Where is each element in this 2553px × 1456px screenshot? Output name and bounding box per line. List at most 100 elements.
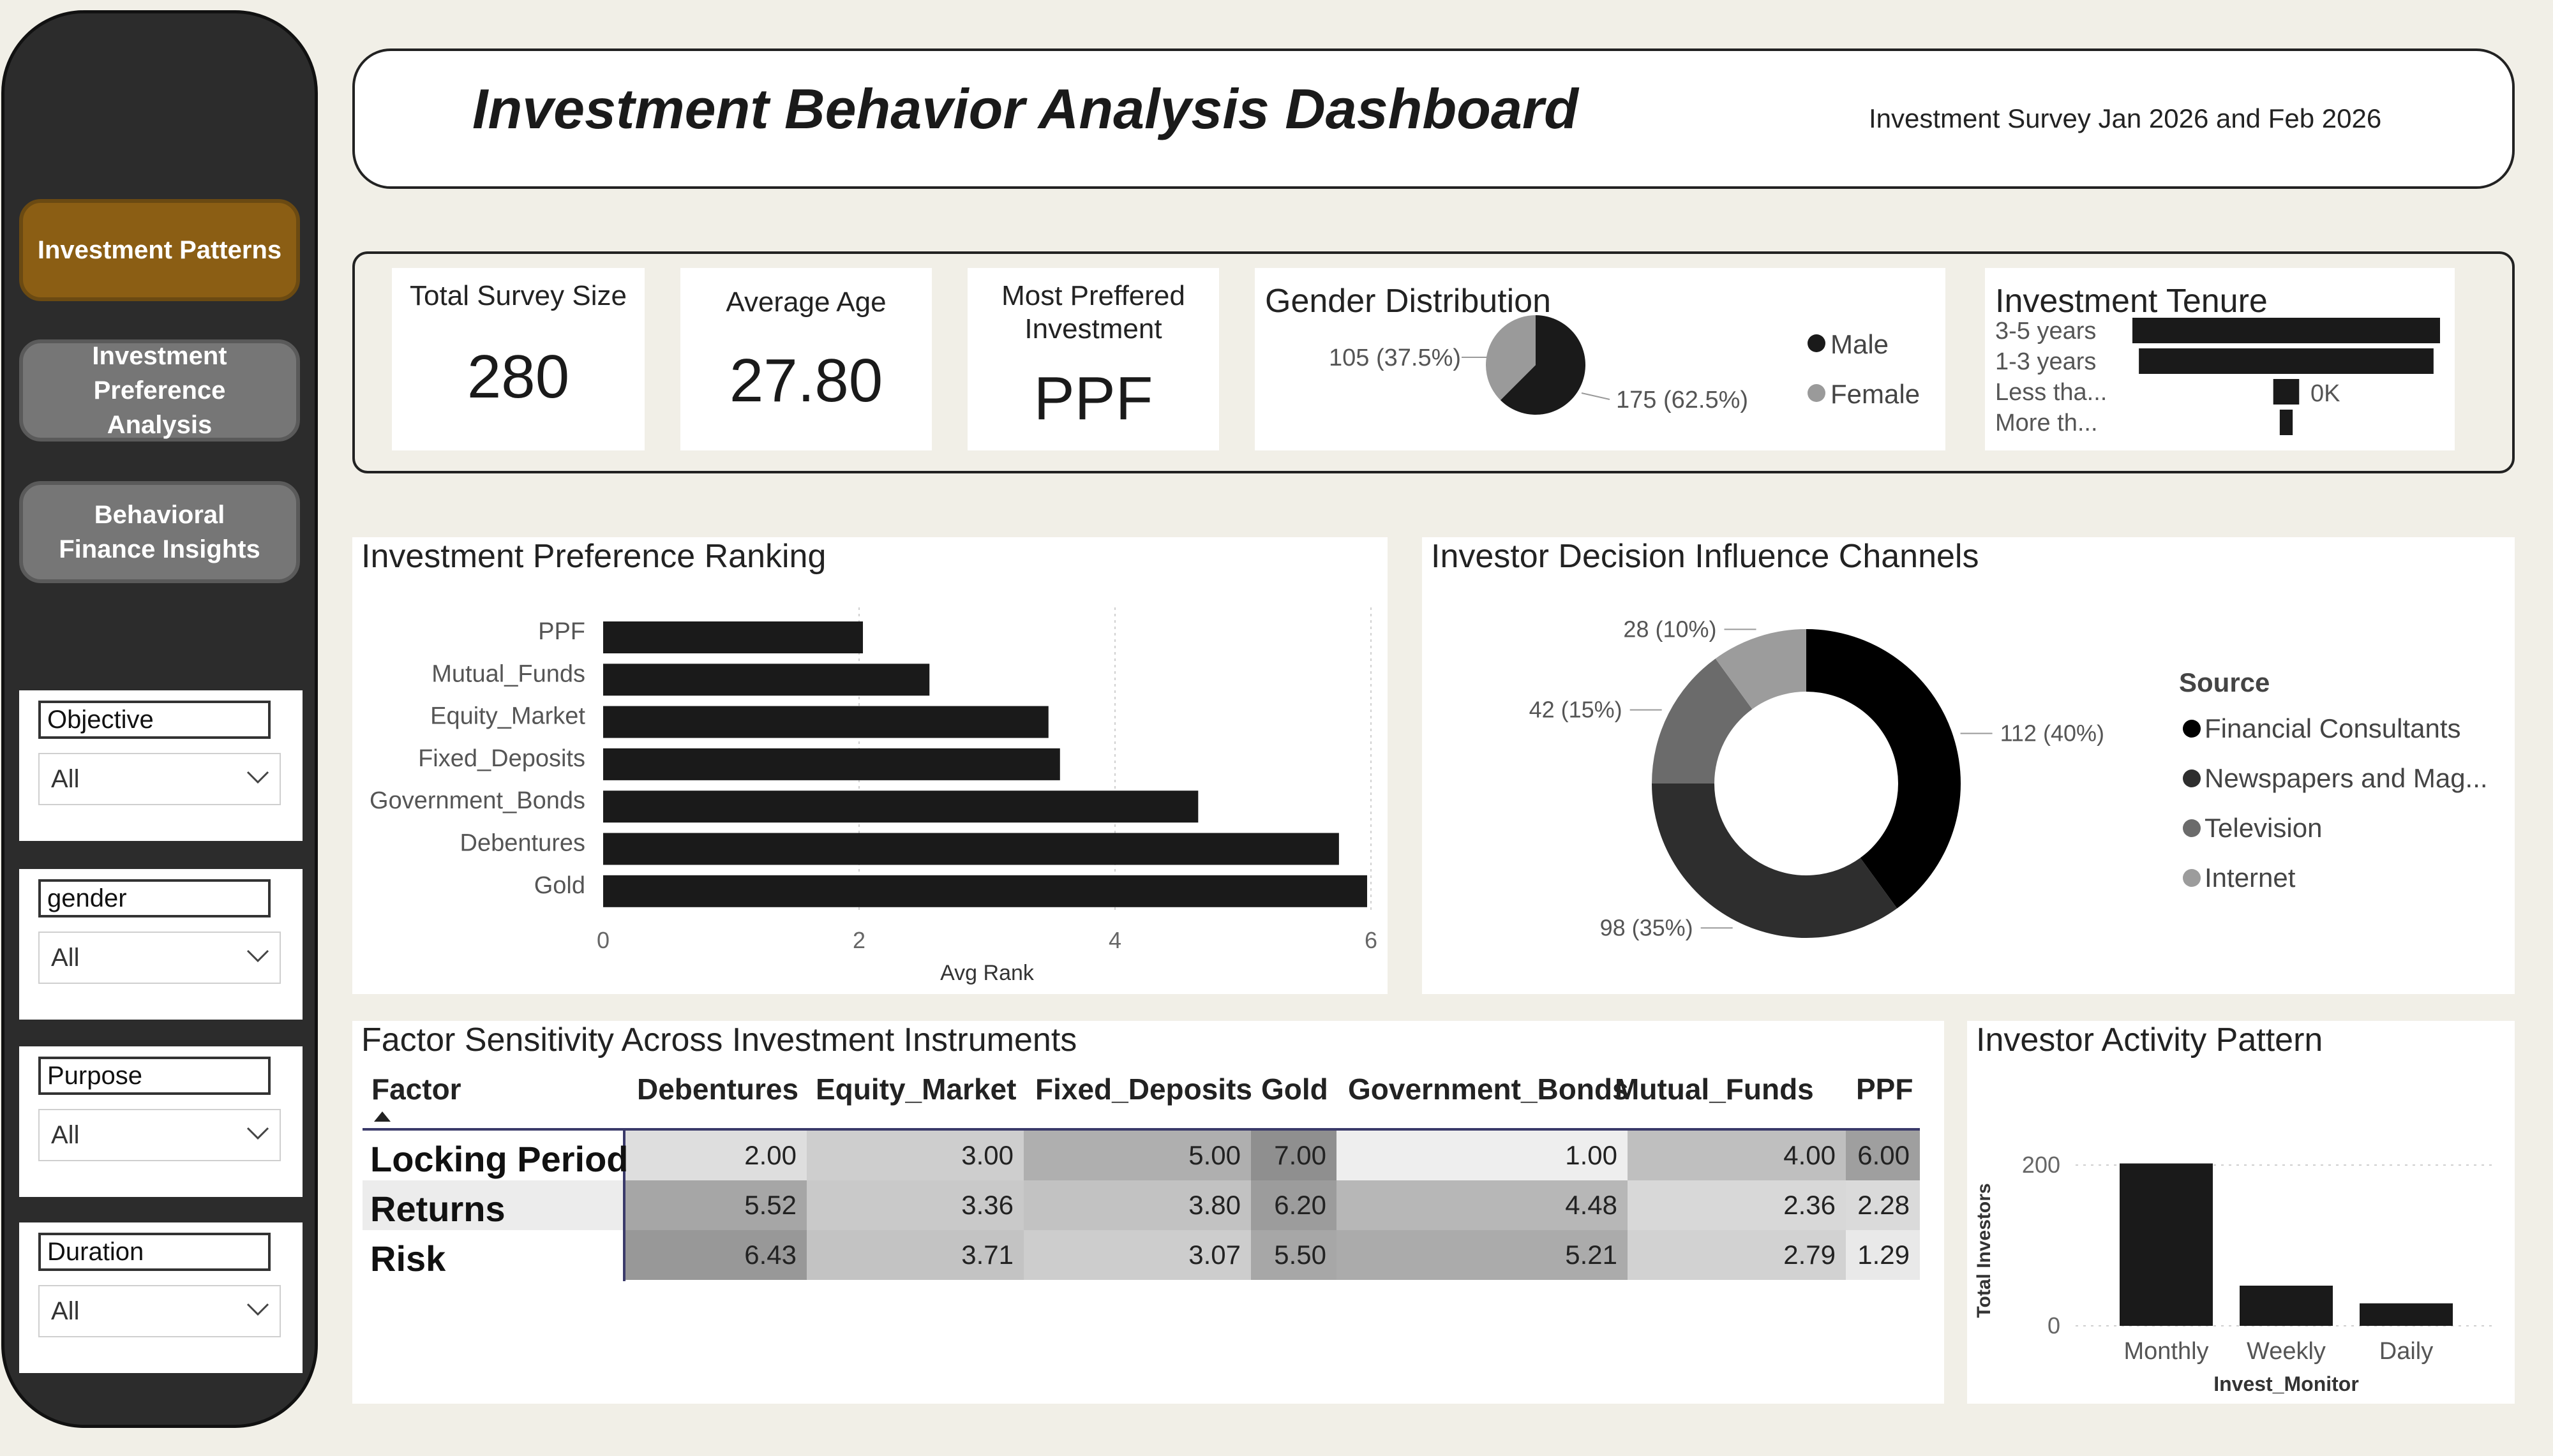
- tenure-bar: [2273, 379, 2300, 405]
- table-cell: 7.00: [1251, 1131, 1336, 1180]
- kpi-card-preferred-investment: Most Preffered Investment PPF: [968, 268, 1219, 450]
- legend-label: Newspapers and Mag...: [2205, 763, 2488, 793]
- objective-dropdown[interactable]: All: [38, 753, 281, 805]
- column-header-factor[interactable]: Factor: [371, 1073, 461, 1106]
- dropdown-value: All: [51, 1297, 80, 1325]
- purpose-dropdown[interactable]: All: [38, 1109, 281, 1161]
- column-header[interactable]: Mutual_Funds: [1615, 1073, 1814, 1106]
- category-label: Gold: [534, 872, 585, 899]
- data-label: 112 (40%): [2000, 720, 2104, 747]
- legend-marker: [2183, 869, 2201, 887]
- column-header[interactable]: Equity_Market: [816, 1073, 1017, 1106]
- bar-weekly: [2240, 1286, 2333, 1326]
- gender-dropdown[interactable]: All: [38, 932, 281, 984]
- visual-title: Investor Decision Influence Channels: [1431, 538, 1979, 575]
- table-cell: 2.79: [1628, 1230, 1846, 1280]
- table-cell: 2.28: [1846, 1180, 1920, 1230]
- filter-label: gender: [38, 879, 271, 917]
- x-tick-label: 4: [1109, 927, 1121, 953]
- row-highlight: [363, 1180, 623, 1230]
- gender-pie-chart: [1462, 315, 1825, 415]
- header-banner: [352, 48, 2515, 189]
- bar-gold: [603, 875, 1367, 907]
- tenure-category-label: 1-3 years: [1995, 348, 2097, 375]
- table-cell: 1.29: [1846, 1230, 1920, 1280]
- filter-label: Purpose: [38, 1057, 271, 1095]
- x-tick-label: 6: [1365, 927, 1377, 953]
- preference-ranking-panel: Investment Preference Ranking PPF Mutual_…: [352, 537, 1388, 994]
- nav-button-behavioral-finance-insights[interactable]: Behavioral Finance Insights: [19, 481, 300, 583]
- filter-purpose: Purpose All: [19, 1046, 303, 1197]
- kpi-label: Most Preffered Investment: [1001, 280, 1185, 345]
- pie-slice-male: [1500, 315, 1585, 415]
- nav-button-label: Behavioral Finance Insights: [59, 501, 260, 563]
- category-label: PPF: [538, 618, 585, 645]
- x-tick-label: Monthly: [2123, 1338, 2208, 1365]
- x-tick-label: Weekly: [2247, 1338, 2326, 1365]
- data-label: 98 (35%): [1600, 914, 1693, 940]
- activity-column-chart: 0 200 Monthly Weekly Daily Invest_Monitor Tota…: [1973, 1152, 2497, 1395]
- chevron-down-icon: [246, 1127, 269, 1140]
- x-tick-label: 2: [853, 927, 865, 953]
- visual-title: Investor Activity Pattern: [1976, 1021, 2323, 1059]
- column-header[interactable]: Government_Bonds: [1348, 1073, 1629, 1106]
- table-cell: 4.00: [1628, 1131, 1846, 1180]
- table-cell: 2.00: [625, 1131, 807, 1180]
- donut-slice: [1652, 658, 1753, 784]
- table-cell: 3.36: [807, 1180, 1024, 1230]
- data-label: 42 (15%): [1529, 697, 1622, 723]
- activity-pattern-panel: Investor Activity Pattern 0 200 Monthly Wee…: [1967, 1021, 2515, 1404]
- survey-period: Investment Survey Jan 2026 and Feb 2026: [1869, 103, 2382, 133]
- visual-title: Investment Preference Ranking: [361, 538, 827, 575]
- table-cell: 6.00: [1846, 1131, 1920, 1180]
- investment-tenure-card: Investment Tenure 3-5 years 1-3 years Le…: [1985, 268, 2455, 450]
- table-cell: 5.21: [1336, 1230, 1628, 1280]
- column-header[interactable]: Gold: [1261, 1073, 1328, 1106]
- category-label: Fixed_Deposits: [418, 745, 585, 772]
- tenure-bar: [2279, 410, 2293, 435]
- legend-label: Television: [2205, 813, 2322, 843]
- kpi-value: PPF: [1033, 364, 1153, 433]
- leader-line: [1581, 392, 1610, 400]
- table-cell: 3.00: [807, 1131, 1024, 1180]
- tenure-bar: [2139, 348, 2434, 374]
- bar-daily: [2360, 1303, 2453, 1326]
- legend-marker: [2183, 769, 2201, 787]
- nav-button-investment-preference-analysis[interactable]: Investment Preference Analysis: [19, 339, 300, 442]
- table-cell: 4.48: [1336, 1180, 1628, 1230]
- preference-ranking-chart: PPF Mutual_Funds Equity_Market Fixed_Deposi…: [370, 607, 1377, 985]
- table-cell: 3.71: [807, 1230, 1024, 1280]
- nav-button-investment-patterns[interactable]: Investment Patterns: [19, 199, 300, 301]
- row-label: Locking Period: [370, 1139, 629, 1179]
- bar-debentures: [603, 833, 1339, 865]
- column-divider: [623, 1131, 625, 1281]
- bar-ppf: [603, 621, 864, 653]
- influence-donut-chart: 112 (40%) 98 (35%) 42 (15%) 28 (10%) Financi…: [1529, 616, 2488, 940]
- data-label: 28 (10%): [1623, 616, 1716, 642]
- sort-ascending-icon[interactable]: [373, 1110, 392, 1123]
- kpi-value: 280: [467, 343, 570, 411]
- table-cell: 5.52: [625, 1180, 807, 1230]
- column-header[interactable]: Debentures: [637, 1073, 799, 1106]
- x-tick-label: Daily: [2379, 1338, 2433, 1365]
- column-header[interactable]: PPF: [1856, 1073, 1913, 1106]
- kpi-card-average-age: Average Age 27.80: [680, 268, 932, 450]
- page-title: Investment Behavior Analysis Dashboard: [472, 77, 1578, 140]
- visual-title: Gender Distribution: [1265, 283, 1551, 320]
- tenure-bar: [2132, 318, 2440, 343]
- duration-dropdown[interactable]: All: [38, 1285, 281, 1337]
- legend-label-male: Male: [1831, 329, 1889, 359]
- table-cell: 6.43: [625, 1230, 807, 1280]
- dropdown-value: All: [51, 765, 80, 793]
- column-header[interactable]: Fixed_Deposits: [1035, 1073, 1252, 1106]
- filter-duration: Duration All: [19, 1222, 303, 1373]
- kpi-card-survey-size: Total Survey Size 280: [392, 268, 645, 450]
- factor-sensitivity-panel: Factor Sensitivity Across Investment Ins…: [352, 1021, 1944, 1404]
- kpi-label: Total Survey Size: [410, 280, 627, 311]
- nav-button-label: Investment Patterns: [37, 236, 282, 264]
- table-cell: 1.00: [1336, 1131, 1628, 1180]
- kpi-value: 27.80: [729, 346, 883, 415]
- bar-government_bonds: [603, 791, 1199, 823]
- donut-slice: [1806, 629, 1961, 909]
- legend-label: Internet: [2205, 863, 2296, 893]
